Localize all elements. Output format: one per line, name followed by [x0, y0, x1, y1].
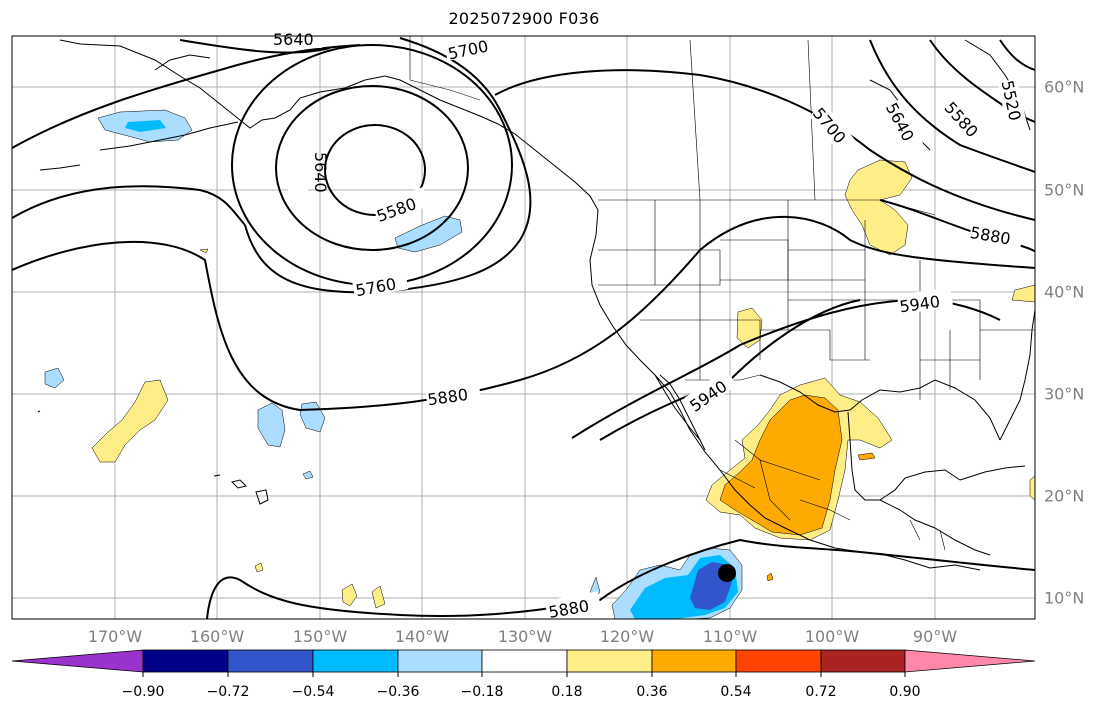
colorbar-segment [397, 649, 483, 673]
colorbar-extend-max [904, 649, 1036, 673]
lon-label: 90°W [912, 627, 958, 646]
political-boundaries [409, 36, 1035, 551]
lat-label: 60°N [1044, 77, 1085, 97]
colorbar-segment [651, 649, 737, 673]
colorbar-segment [566, 649, 653, 673]
contour-labels: 5640 5700 5640 5580 5760 5880 5940 5940 … [270, 30, 1028, 622]
colorbar-segment [142, 649, 229, 673]
contour-label: 5640 [311, 152, 330, 193]
lon-label: 120°W [599, 627, 655, 646]
lon-label: 110°W [702, 627, 758, 646]
colorbar-segment [312, 649, 399, 673]
colorbar-tick-label: 0.36 [636, 684, 668, 700]
colorbar-tick-label: 0.18 [551, 684, 583, 700]
anomaly-fill [44, 109, 1035, 619]
colorbar-tick-label: −0.36 [376, 684, 420, 700]
contour-label: 5520 [998, 79, 1025, 123]
lon-label: 140°W [394, 627, 450, 646]
colorbar-tick-label: −0.18 [460, 684, 504, 700]
lon-label: 130°W [497, 627, 553, 646]
colorbar [11, 649, 1036, 677]
colorbar-extend-min [11, 649, 144, 673]
colorbar-tick-label: −0.72 [206, 684, 250, 700]
contour-label: 5640 [273, 30, 314, 49]
lat-label: 10°N [1044, 588, 1085, 608]
lon-label: 170°W [87, 627, 143, 646]
colorbar-segment [735, 649, 822, 673]
lon-label: 150°W [292, 627, 348, 646]
lon-label: 160°W [189, 627, 245, 646]
lat-label: 40°N [1044, 282, 1085, 302]
colorbar-tick-label: −0.54 [291, 684, 335, 700]
lat-label: 30°N [1044, 384, 1085, 404]
contour-label: 5880 [969, 223, 1012, 249]
lat-label: 50°N [1044, 180, 1085, 200]
lon-label: 100°W [804, 627, 860, 646]
lat-label: 20°N [1044, 486, 1085, 506]
colorbar-tick-label: 0.54 [720, 684, 752, 700]
colorbar-segment [227, 649, 314, 673]
colorbar-tick-label: 0.90 [889, 684, 921, 700]
map-frame [11, 35, 1036, 620]
coastlines [37, 39, 1035, 571]
map-title: 2025072900 F036 [448, 9, 600, 28]
colorbar-segment [820, 649, 906, 673]
colorbar-segment [481, 649, 568, 673]
colorbar-tick-label: 0.72 [805, 684, 837, 700]
colorbar-tick-label: −0.90 [121, 684, 165, 700]
contour-label: 5580 [374, 194, 419, 226]
